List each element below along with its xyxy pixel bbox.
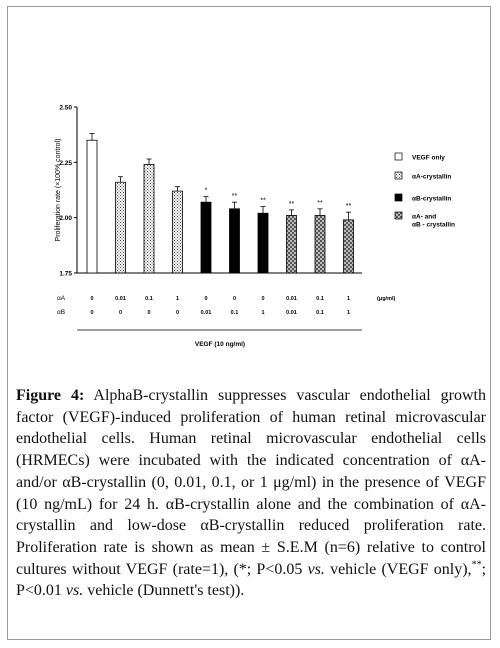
- caption-text-1: AlphaB-crystallin suppresses vascular en…: [16, 387, 486, 578]
- bar: [115, 181, 126, 274]
- caption-text-3: ; P<0.01: [16, 560, 487, 600]
- bar: [257, 212, 269, 274]
- caption-vs-2: vs.: [65, 582, 84, 600]
- row-value: 0.01: [286, 296, 297, 302]
- caption-vs-1: vs.: [307, 560, 325, 578]
- row-value: 0: [147, 310, 150, 316]
- significance-mark: **: [317, 200, 323, 207]
- figure-caption: Figure 4: AlphaB-crystallin suppresses v…: [16, 385, 486, 602]
- row-value: 0.01: [201, 310, 212, 316]
- caption-text-2: vehicle (VEGF only),: [324, 560, 472, 578]
- legend-label: αB-crystallin: [412, 196, 451, 203]
- row-value: 0: [204, 296, 207, 302]
- bar: [200, 201, 212, 274]
- legend-label-line2: αB - crystallin: [412, 222, 455, 229]
- legend-swatch: [394, 193, 403, 202]
- bars: ***** ** ** **: [86, 133, 354, 274]
- y-axis-label: Proliferation rate (×100% control): [55, 139, 62, 242]
- row-value: 1: [261, 310, 264, 316]
- row-value: 0: [176, 310, 179, 316]
- figure-frame: [7, 6, 491, 640]
- bar: [86, 139, 98, 274]
- legend-label: αA-crystallin: [412, 174, 451, 181]
- bar-chart: Proliferation rate (×100% control) 1.75 2…: [55, 105, 455, 349]
- x-axis-label: VEGF (10 ng/ml): [195, 341, 245, 348]
- row-value: 0: [261, 296, 264, 302]
- y-tick-label: 1.75: [59, 271, 72, 278]
- significance-mark: **: [260, 198, 266, 205]
- row-label: αB: [57, 309, 65, 316]
- bar: [143, 164, 155, 274]
- row-value: 0: [119, 310, 122, 316]
- row-value: 1: [347, 310, 350, 316]
- bar: [343, 219, 354, 274]
- significance-mark: **: [346, 203, 352, 210]
- row-value: 0: [90, 310, 93, 316]
- legend-label: αA- and: [412, 214, 436, 221]
- row-value: 0.1: [231, 310, 239, 316]
- row-value: 0.1: [316, 296, 324, 302]
- y-tick-label: 2.00: [59, 215, 72, 222]
- row-value: 0: [233, 296, 236, 302]
- row-value: 0: [90, 296, 93, 302]
- legend-swatch: [394, 171, 403, 180]
- row-unit: (μg/ml): [377, 296, 396, 302]
- bar: [172, 190, 183, 274]
- significance-mark: *: [205, 188, 208, 195]
- y-ticks: 1.75 2.00 2.25 2.50: [59, 105, 77, 278]
- legend-swatch: [394, 152, 403, 161]
- row-value: 0.1: [145, 296, 153, 302]
- legend-label: VEGF only: [412, 155, 445, 162]
- row-value: 0.1: [316, 310, 324, 316]
- row-value: 1: [347, 296, 350, 302]
- y-tick-label: 2.25: [59, 160, 72, 167]
- bar: [314, 215, 326, 274]
- row-value: 0.01: [286, 310, 297, 316]
- legend-swatch: [394, 211, 403, 220]
- legend: VEGF only αA-crystallin αB-crystallin αA- a…: [394, 152, 455, 229]
- significance-mark: **: [289, 201, 295, 208]
- row-value: 0.01: [115, 296, 126, 302]
- caption-text-4: vehicle (Dunnett's test)).: [83, 582, 245, 600]
- significance-mark: **: [232, 193, 238, 200]
- caption-sup: **: [471, 559, 482, 571]
- row-value: 1: [176, 296, 179, 302]
- row-label: αA: [57, 295, 66, 302]
- bar: [229, 208, 240, 274]
- y-tick-label: 2.50: [59, 105, 72, 112]
- concentration-rows: αA 0 0.01 0.1 1 0 0 0 0.01 0.1 1 (μg/ml) αB 0 0 0 0 0.01 0…: [57, 295, 396, 316]
- caption-label: Figure 4:: [16, 387, 85, 404]
- bar: [286, 215, 297, 274]
